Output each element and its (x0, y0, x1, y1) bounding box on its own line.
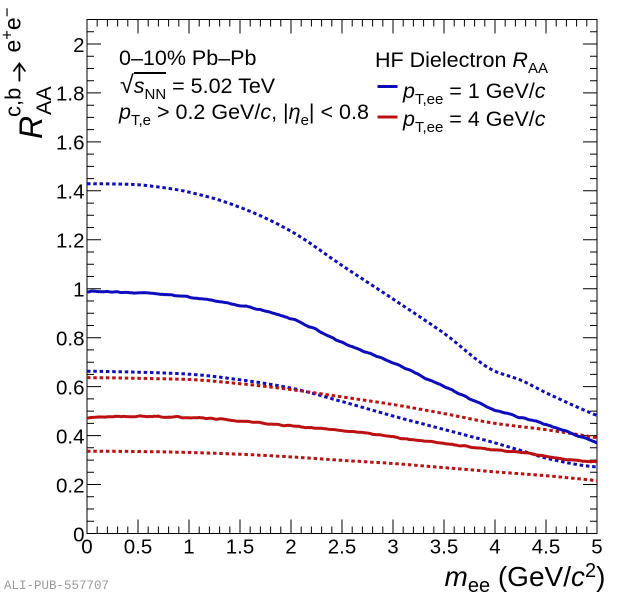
svg-text:0.8: 0.8 (56, 328, 85, 351)
svg-text:1.5: 1.5 (226, 536, 255, 559)
svg-text:R: R (13, 116, 49, 139)
svg-text:AA: AA (32, 86, 56, 115)
svg-text:0: 0 (81, 536, 92, 559)
svg-text:c,b: c,b (1, 88, 26, 117)
svg-text:0.6: 0.6 (56, 376, 85, 399)
svg-text:e+e−: e+e− (0, 8, 26, 53)
svg-text:2: 2 (73, 34, 84, 57)
svg-text:0.4: 0.4 (56, 425, 85, 448)
svg-text:1: 1 (73, 279, 84, 302)
svg-text:0: 0 (73, 523, 84, 546)
svg-text:2.5: 2.5 (328, 536, 357, 559)
svg-text:3: 3 (387, 536, 398, 559)
svg-text:3.5: 3.5 (430, 536, 459, 559)
svg-text:1.4: 1.4 (56, 181, 85, 204)
svg-text:4: 4 (489, 536, 500, 559)
svg-text:1.6: 1.6 (56, 132, 85, 155)
svg-text:5: 5 (591, 536, 602, 559)
svg-text:0.5: 0.5 (124, 536, 153, 559)
svg-text:mee (GeV/c2): mee (GeV/c2) (445, 560, 606, 597)
svg-text:1.8: 1.8 (56, 83, 85, 106)
svg-text:1.2: 1.2 (56, 230, 85, 253)
svg-text:2: 2 (285, 536, 296, 559)
svg-text:0.2: 0.2 (56, 474, 85, 497)
svg-text:1: 1 (183, 536, 194, 559)
svg-text:4.5: 4.5 (532, 536, 561, 559)
